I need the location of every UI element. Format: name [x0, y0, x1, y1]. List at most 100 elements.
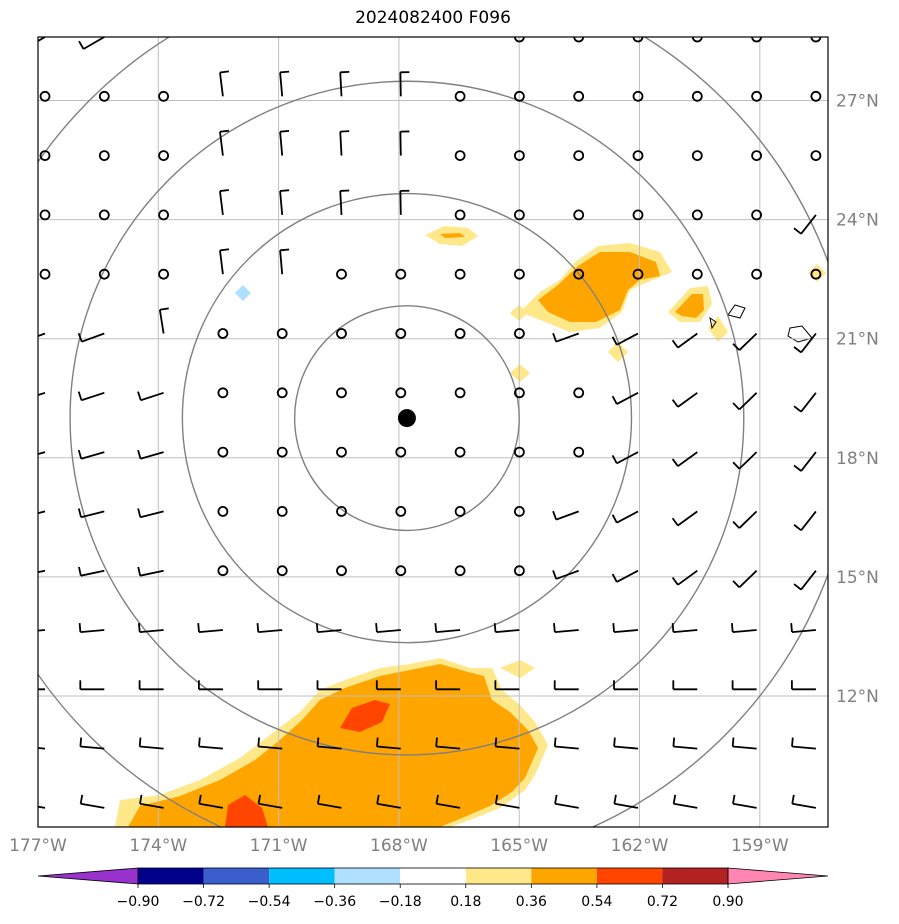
wind-barb: [38, 510, 46, 515]
calm-marker: [632, 209, 644, 221]
wind-barb: [790, 623, 816, 633]
wind-barb: [219, 189, 230, 216]
colorbar-tick-label: 0.90: [712, 894, 743, 910]
wind-barb: [315, 623, 342, 633]
calm-marker: [691, 150, 703, 162]
calm-marker: [336, 328, 347, 339]
range-ring-0: [293, 305, 520, 532]
wind-barb: [38, 569, 46, 574]
wind-barb: [79, 680, 105, 691]
wind-barb: [399, 130, 410, 156]
calm-marker: [336, 387, 347, 399]
wind-barb: [138, 680, 164, 691]
calm-marker: [514, 209, 525, 221]
wind-barbs: [38, 37, 822, 809]
shade-region-ne-small-medium: [675, 294, 704, 318]
wind-barb: [256, 623, 283, 633]
range-ring-2: [69, 80, 745, 756]
wind-barb: [78, 566, 105, 577]
wind-barb: [672, 737, 698, 750]
calm-marker: [810, 150, 822, 162]
calm-marker: [217, 328, 229, 339]
wind-barb: [791, 794, 817, 809]
wind-barb: [553, 680, 579, 691]
colorbar-tick-label: 0.36: [516, 894, 547, 910]
lon-tick-label: 171°W: [250, 836, 308, 856]
calm-marker: [751, 90, 762, 102]
wind-barb: [732, 332, 758, 351]
wind-barb: [79, 794, 105, 809]
colorbar-segment: [662, 868, 728, 884]
wind-barb: [732, 451, 758, 470]
wind-barb: [611, 392, 639, 405]
wind-barb: [77, 508, 105, 519]
wind-barb: [613, 680, 638, 691]
wind-barb: [731, 623, 757, 633]
calm-marker: [217, 387, 229, 399]
calm-marker: [395, 565, 407, 577]
wind-barb: [38, 332, 46, 338]
wind-barb: [77, 332, 105, 343]
colorbar-tick-label: −0.36: [313, 894, 356, 910]
shade-region-south-medium: [128, 664, 538, 827]
latitude-labels: 27°N 24°N 21°N 18°N 15°N 12°N: [836, 92, 879, 707]
wind-barb: [554, 794, 579, 809]
calm-marker: [454, 150, 466, 162]
wind-barb: [671, 623, 698, 633]
calm-marker: [39, 268, 51, 280]
wind-barb: [279, 70, 290, 97]
shade-region-negative: [235, 285, 251, 301]
shade-region-ne-medium: [538, 252, 660, 322]
lat-tick-label: 12°N: [836, 687, 879, 707]
calm-marker: [691, 209, 703, 221]
wind-barb: [793, 392, 817, 413]
lat-tick-label: 27°N: [836, 92, 879, 112]
wind-barb: [731, 680, 757, 691]
wind-barb: [613, 794, 639, 809]
calm-marker: [336, 446, 347, 458]
shade-region-24n-core: [440, 233, 465, 238]
colorbar-tick-label: 0.54: [581, 894, 612, 910]
wind-barb: [221, 37, 223, 38]
colorbar-frame: [137, 867, 729, 885]
wind-barb: [399, 189, 410, 215]
range-rings: [38, 37, 828, 827]
wind-barb: [137, 449, 164, 460]
wind-barb: [257, 794, 283, 809]
colorbar-segment: [203, 868, 270, 884]
wind-barb: [791, 680, 816, 691]
calm-marker: [573, 446, 585, 458]
calm-marker: [454, 268, 466, 280]
wind-barb: [138, 737, 164, 750]
calm-marker: [158, 90, 170, 102]
wind-barb: [138, 623, 164, 633]
wind-barb: [732, 392, 758, 411]
wind-barb: [158, 307, 169, 334]
colorbar-segment: [334, 868, 401, 884]
wind-barb: [494, 680, 520, 691]
wind-barb: [731, 737, 757, 750]
colorbar-extend-high: [727, 867, 829, 885]
colorbar-segment: [138, 868, 204, 884]
wind-barb: [38, 805, 46, 809]
calm-marker: [158, 150, 170, 162]
wind-barb: [38, 451, 46, 456]
wind-barb: [316, 737, 342, 750]
wind-barb: [435, 680, 461, 691]
calm-marker: [573, 209, 585, 221]
colorbar-segment: [531, 868, 597, 884]
colorbar-segment: [596, 868, 663, 884]
calm-marker: [514, 565, 525, 577]
calm-marker: [98, 150, 110, 162]
wind-barb: [219, 129, 230, 156]
wind-barb: [339, 70, 350, 97]
wind-barb: [279, 248, 290, 275]
lat-tick-label: 24°N: [836, 211, 879, 231]
wind-barb: [316, 794, 342, 809]
wind-barb: [553, 737, 579, 750]
calm-marker: [751, 209, 762, 221]
wind-barb: [137, 391, 164, 402]
calm-marker: [158, 209, 170, 221]
wind-barb: [793, 570, 817, 591]
